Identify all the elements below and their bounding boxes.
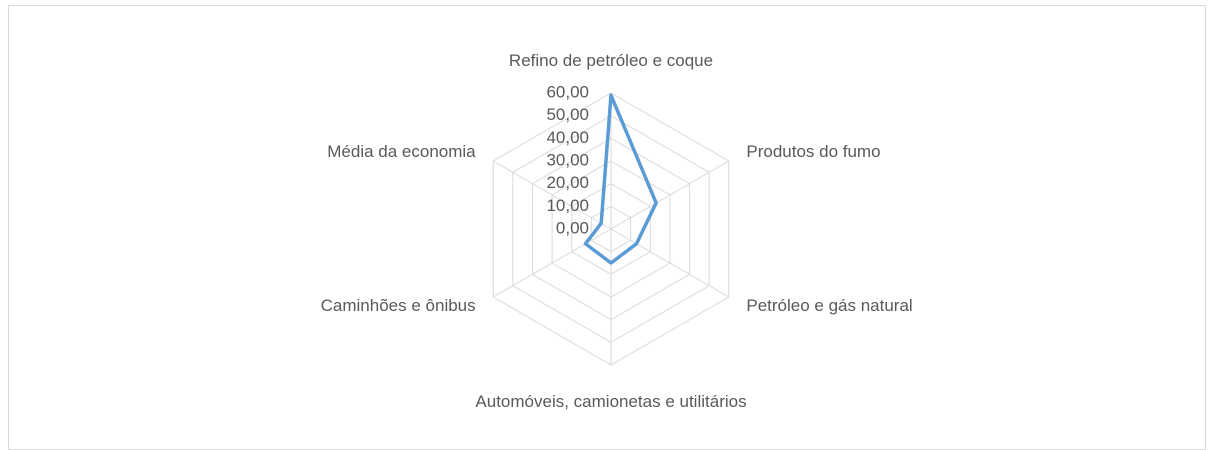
grid-line: [492, 92, 730, 366]
y-tick-label: 60,00: [546, 82, 589, 101]
y-tick-label: 30,00: [546, 150, 589, 169]
category-label: Produtos do fumo: [746, 142, 881, 161]
grid-line: [551, 160, 671, 298]
category-label: Automóveis, camionetas e utilitários: [475, 392, 747, 411]
y-tick-label: 40,00: [546, 128, 589, 147]
grid-line: [512, 115, 710, 343]
grid-line: [590, 205, 632, 253]
y-tick-label: 20,00: [546, 173, 589, 192]
y-tick-label: 50,00: [546, 105, 589, 124]
grid-line: [571, 183, 651, 275]
series-line: [583, 93, 658, 265]
category-label: Petróleo e gás natural: [746, 296, 913, 315]
y-tick-label: 0,00: [556, 218, 589, 237]
category-label: Refino de petróleo e coque: [508, 51, 714, 70]
grid-line: [531, 137, 691, 321]
y-tick-label: 10,00: [546, 196, 589, 215]
category-label: Caminhões e ônibus: [320, 296, 476, 315]
category-label: Média da economia: [327, 142, 476, 161]
